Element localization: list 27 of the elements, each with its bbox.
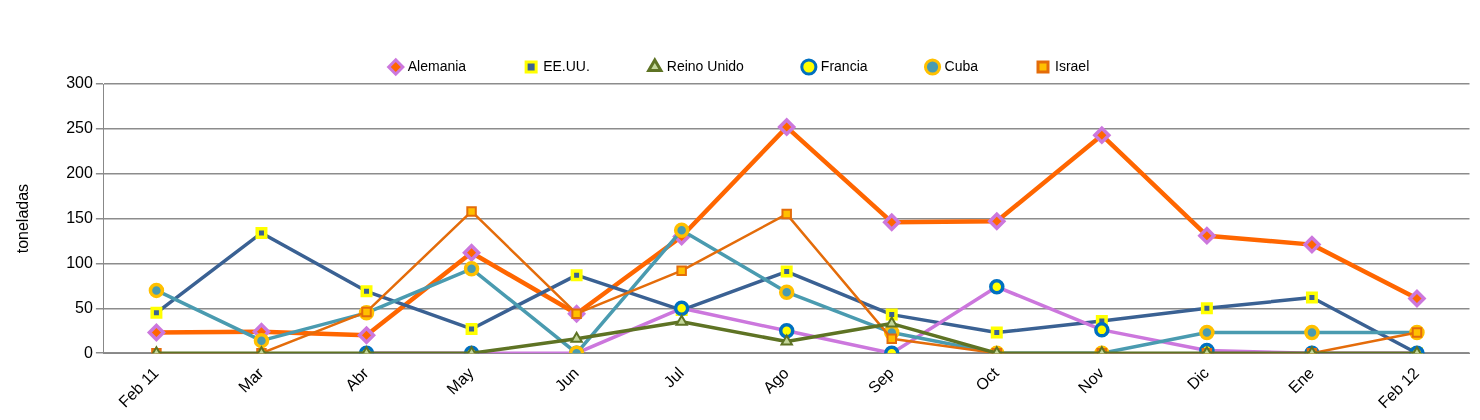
x-tick-label: Jul — [660, 364, 687, 391]
x-tick-label: Sep — [864, 364, 898, 397]
y-tick-label: 0 — [83, 343, 93, 361]
x-tick-label: Abr — [342, 363, 373, 394]
legend-label: Cuba — [944, 57, 979, 74]
legend-label: EE.UU. — [543, 57, 590, 74]
x-tick-label: Feb 11 — [115, 364, 162, 411]
x-tick-label: Jun — [551, 364, 582, 395]
y-tick-label: 150 — [66, 209, 93, 227]
legend-label: Israel — [1055, 57, 1090, 74]
y-tick-label: 100 — [66, 253, 93, 271]
y-tick-label: 300 — [66, 74, 93, 92]
x-tick-label: Nov — [1074, 364, 1108, 397]
legend-label: Reino Unido — [666, 57, 745, 74]
x-tick-label: Ene — [1285, 364, 1318, 397]
y-axis-title: toneladas — [14, 183, 32, 254]
x-tick-label: Oct — [972, 363, 1003, 394]
x-tick-label: Feb 12 — [1374, 364, 1423, 412]
y-tick-label: 50 — [75, 298, 93, 316]
x-tick-label: Ago — [759, 364, 793, 397]
x-tick-label: Dic — [1183, 364, 1213, 393]
legend-label: Francia — [820, 57, 868, 74]
legend-label: Alemania — [407, 57, 467, 74]
x-tick-label: May — [443, 364, 477, 398]
y-tick-label: 200 — [66, 164, 93, 182]
x-tick-label: Mar — [235, 363, 268, 396]
y-tick-label: 250 — [66, 119, 93, 137]
